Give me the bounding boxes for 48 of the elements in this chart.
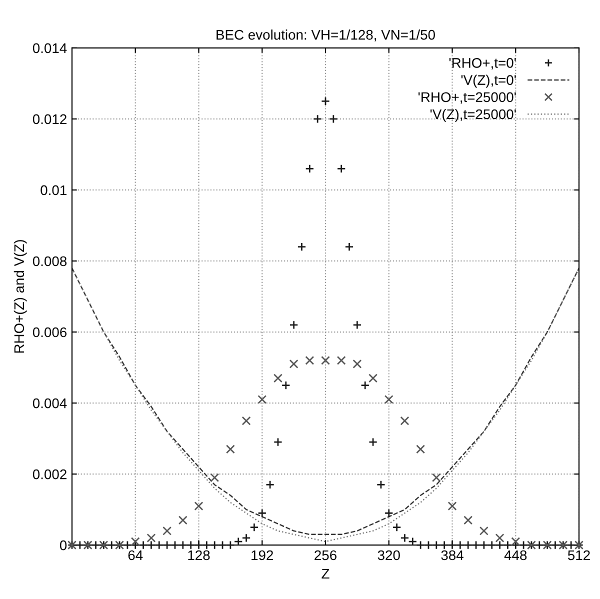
y-tick-label: 0.002 [32,469,66,480]
point [289,359,298,368]
point [273,374,282,383]
point [352,359,362,368]
x-axis-title: Z [322,568,330,579]
y-tick-label: 0.012 [32,114,66,124]
point [368,374,378,383]
point [511,537,520,546]
point [210,473,220,482]
point [400,416,410,426]
point [464,516,473,525]
point [178,516,188,525]
point [130,537,140,546]
y-tick-label: 0.014 [32,43,67,54]
y-tick-label: 0.006 [32,327,67,338]
point [321,356,330,365]
legend-label: 'RHO+,t=0' [449,58,516,70]
y-tick-label: 0.008 [32,256,67,266]
point [384,394,394,404]
x-tick-label: 320 [378,550,400,560]
point [305,356,314,365]
legend-label: 'V(Z),t=0' [461,74,516,88]
point [416,444,426,454]
legend-label: 'RHO+,t=25000' [418,92,516,104]
x-tick-label: 512 [568,550,590,560]
chart-title: BEC evolution: VH=1/128, VN=1/50 [216,30,435,42]
point [448,502,457,511]
y-tick-label: 0 [60,540,67,550]
point [432,473,441,482]
point [495,533,504,542]
point [162,526,172,536]
x-tick-label: 384 [441,550,464,560]
y-tick-label: 0.01 [40,185,66,196]
point [242,416,251,426]
x-tick-label: 128 [188,550,210,560]
y-axis-title: RHO+(Z) and V(Z) [14,240,27,353]
legend-label: 'V(Z),t=25000' [430,108,516,122]
x-tick-label: 64 [128,550,143,560]
point [226,444,235,454]
y-tick-label: 0.004 [32,398,67,408]
x-tick-label: 256 [314,550,336,560]
point [479,526,488,536]
point [194,502,204,511]
x-tick-label: 448 [504,550,527,560]
point [336,356,346,365]
point [258,394,267,404]
x-tick-label: 192 [252,550,274,560]
point [146,533,156,542]
